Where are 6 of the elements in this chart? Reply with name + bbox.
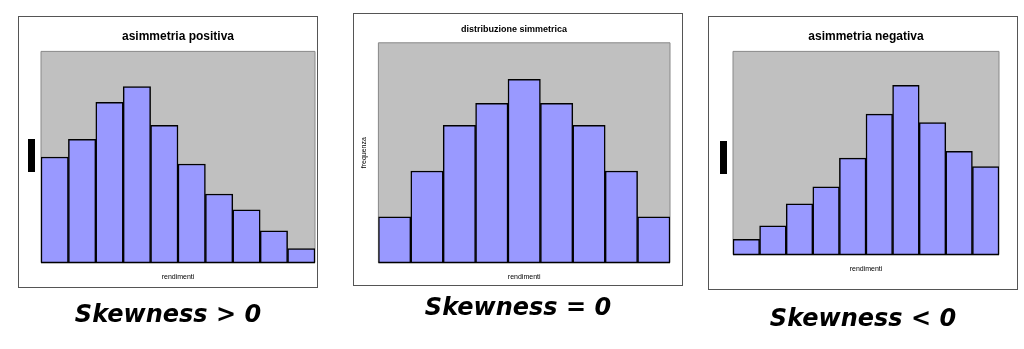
chart-title: asimmetria positiva	[121, 28, 235, 43]
text: Skewness < 0	[768, 304, 958, 332]
text: Skewness > 0	[73, 300, 263, 328]
chart-title: distribuzione simmetrica	[460, 23, 569, 34]
text: Skewness = 0	[423, 293, 613, 321]
chart-title: asimmetria negativa	[808, 28, 925, 43]
